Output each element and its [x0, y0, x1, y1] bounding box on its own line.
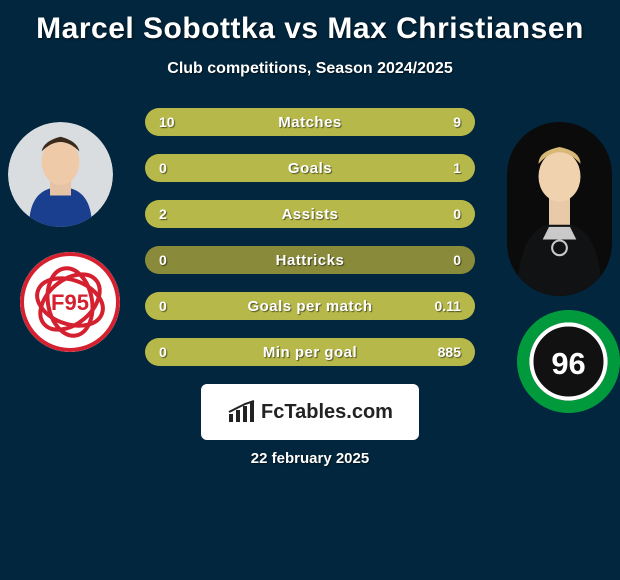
club-left-label: F95 — [51, 290, 89, 315]
stat-value-right: 885 — [438, 344, 461, 360]
stat-value-left: 0 — [159, 344, 167, 360]
stat-value-right: 0 — [453, 206, 461, 222]
stat-value-right: 0 — [453, 252, 461, 268]
club-logo-right: 96 — [517, 310, 620, 413]
stat-value-right: 0.11 — [435, 298, 461, 314]
stat-row: 0 Goals per match 0.11 — [145, 292, 475, 320]
stat-row: 0 Min per goal 885 — [145, 338, 475, 366]
bar-chart-icon — [227, 400, 255, 424]
footer-brand-box: FcTables.com — [201, 384, 419, 440]
stat-label: Goals per match — [247, 298, 372, 315]
stat-row: 0 Goals 1 — [145, 154, 475, 182]
stat-value-right: 1 — [453, 160, 461, 176]
stat-value-left: 0 — [159, 160, 167, 176]
stat-value-left: 2 — [159, 206, 167, 222]
stat-value-right: 9 — [453, 114, 461, 130]
stat-value-left: 0 — [159, 298, 167, 314]
stat-label: Goals — [288, 160, 332, 177]
player-avatar-right — [507, 122, 612, 296]
footer-date: 22 february 2025 — [0, 450, 620, 467]
club-right-label: 96 — [551, 346, 585, 381]
stat-value-left: 10 — [159, 114, 175, 130]
stats-area: 10 Matches 9 0 Goals 1 2 Assists 0 0 Hat… — [145, 108, 475, 366]
stat-label: Min per goal — [263, 344, 357, 361]
stat-row: 2 Assists 0 — [145, 200, 475, 228]
stat-label: Matches — [278, 114, 342, 131]
player-avatar-left — [8, 122, 113, 227]
season-subtitle: Club competitions, Season 2024/2025 — [0, 60, 620, 78]
stat-row: 10 Matches 9 — [145, 108, 475, 136]
stat-value-left: 0 — [159, 252, 167, 268]
footer-brand-text: FcTables.com — [261, 401, 393, 424]
stat-label: Hattricks — [276, 252, 345, 269]
stat-bar-right — [320, 108, 475, 136]
stat-row: 0 Hattricks 0 — [145, 246, 475, 274]
stat-label: Assists — [282, 206, 339, 223]
comparison-title: Marcel Sobottka vs Max Christiansen — [0, 0, 620, 46]
club-logo-left: F95 — [20, 252, 120, 352]
